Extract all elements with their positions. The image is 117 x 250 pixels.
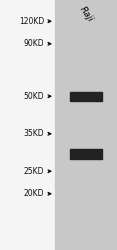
Bar [70, 92, 102, 101]
Bar [70, 149, 102, 158]
Bar [55, 0, 117, 250]
Text: 90KD: 90KD [24, 39, 44, 48]
Text: 120KD: 120KD [19, 17, 44, 26]
Text: Raji: Raji [77, 5, 95, 24]
Text: 50KD: 50KD [24, 92, 44, 101]
Text: 20KD: 20KD [24, 189, 44, 198]
Text: 35KD: 35KD [24, 129, 44, 138]
Text: 25KD: 25KD [24, 167, 44, 176]
